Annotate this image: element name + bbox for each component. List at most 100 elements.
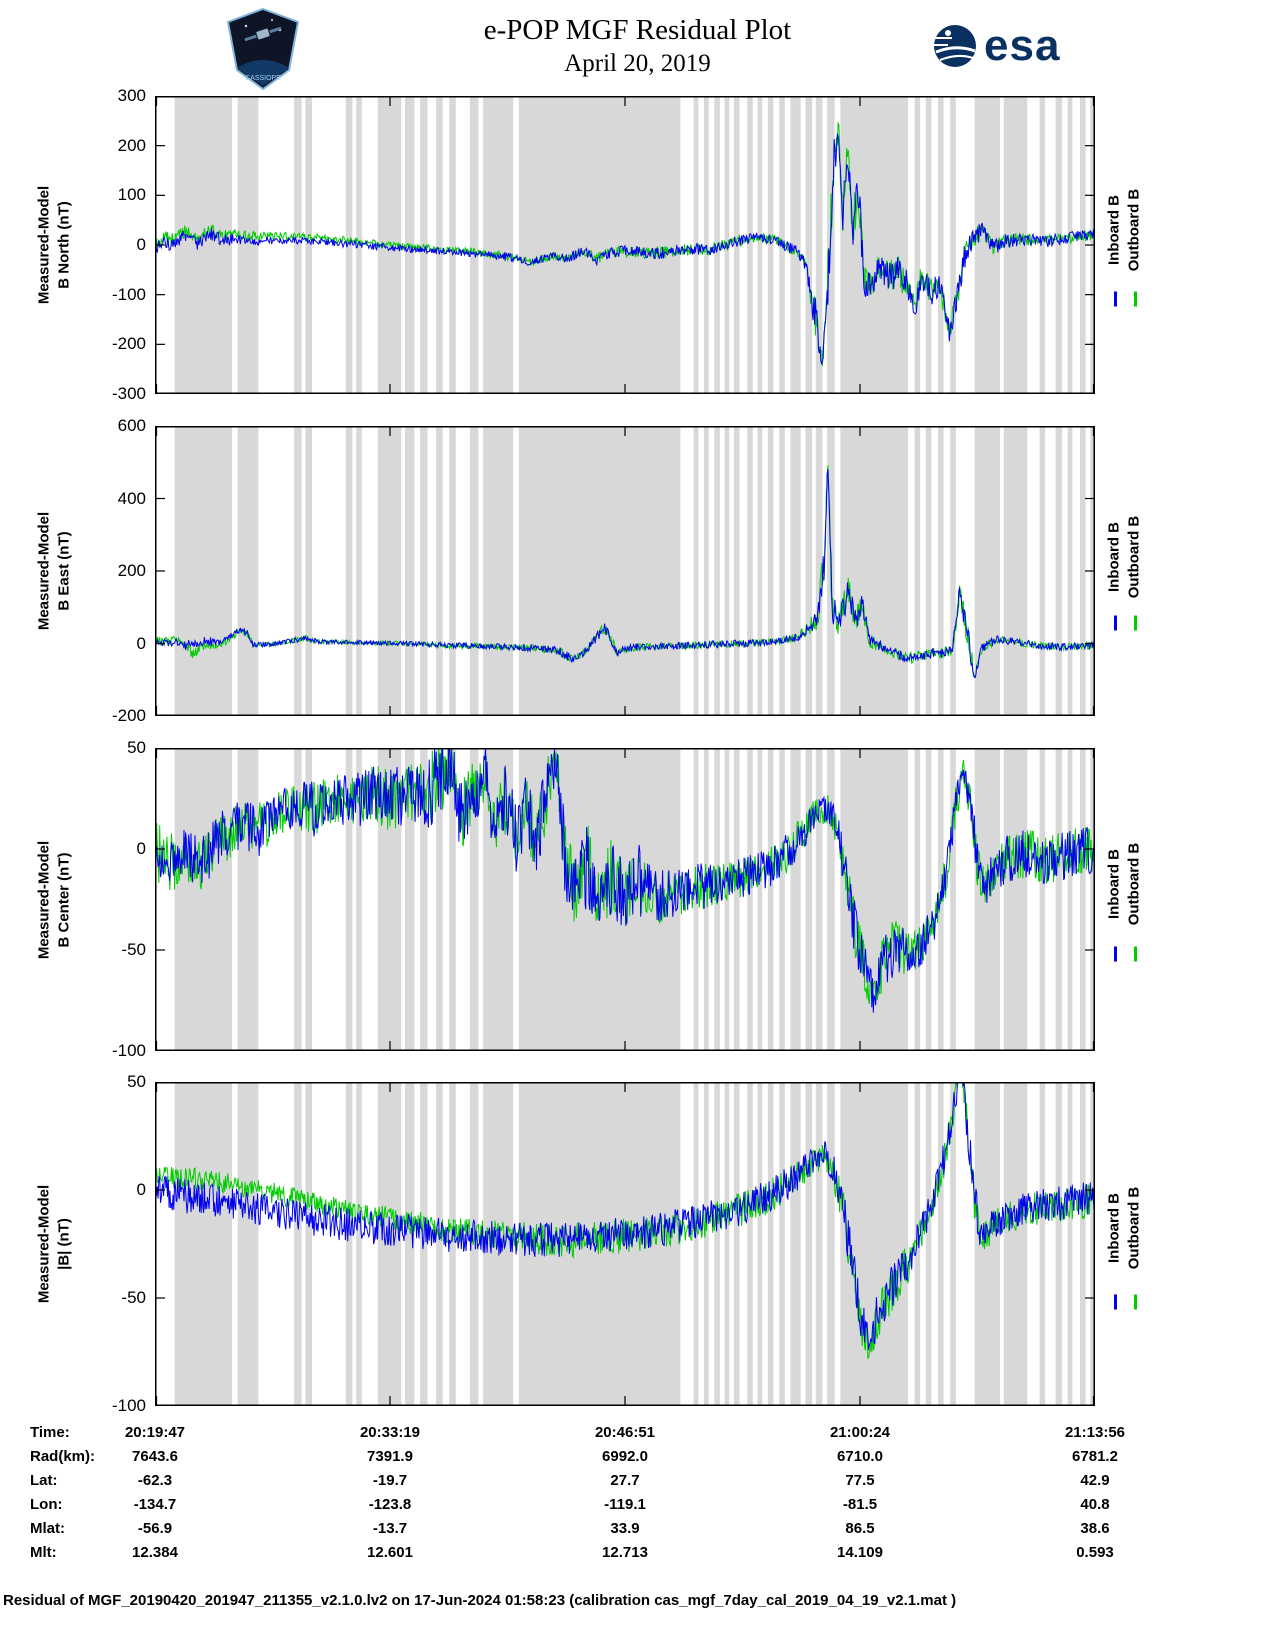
- y-tick-label: -300: [111, 384, 146, 403]
- legend-inboard-label: Inboard B: [1105, 1192, 1123, 1263]
- patch-earth: [237, 60, 289, 86]
- shaded-band: [914, 426, 921, 716]
- shaded-bands: [174, 426, 1095, 716]
- shaded-band: [767, 96, 774, 394]
- legend-outboard-marker: [1134, 615, 1137, 631]
- table-cell: -123.8: [368, 1496, 412, 1513]
- shaded-band: [704, 426, 709, 716]
- shaded-band: [305, 426, 312, 716]
- shaded-band: [815, 748, 823, 1051]
- y-tick-label: 50: [127, 738, 146, 757]
- legend-outboard-label: Outboard B: [1125, 188, 1143, 272]
- shaded-band: [767, 426, 774, 716]
- ephemeris-table: Time: 20:19:47 20:33:19 20:46:51 21:00:24 21:…: [0, 1424, 1275, 1574]
- shaded-band: [925, 426, 932, 716]
- shaded-band: [925, 748, 932, 1051]
- plot-border: [155, 748, 1095, 1051]
- page-title: e-POP MGF Residual Plot: [483, 14, 792, 46]
- table-cell: 21:13:56: [1064, 1424, 1126, 1441]
- shaded-band: [950, 748, 956, 1051]
- y-tick-label: -100: [111, 1396, 146, 1415]
- shaded-band: [925, 1082, 932, 1406]
- shaded-band: [790, 748, 801, 1051]
- shaded-band: [449, 1082, 456, 1406]
- shaded-band: [757, 748, 763, 1051]
- shaded-band: [1003, 1082, 1028, 1406]
- chart-panel-bcenter: Measured-Model B Center (nT) 50 0 -50 -100 …: [0, 738, 1275, 1060]
- shaded-band: [747, 748, 753, 1051]
- legend-inboard-marker: [1114, 946, 1117, 962]
- shaded-band: [827, 748, 835, 1051]
- table-row-label: Lon:: [30, 1496, 63, 1513]
- y-tick-label: -100: [111, 284, 146, 304]
- legend-inboard-marker: [1114, 615, 1117, 631]
- shaded-band: [345, 1082, 353, 1406]
- shaded-band: [356, 748, 362, 1051]
- esa-emblem-icon: [928, 25, 976, 67]
- shaded-band: [757, 96, 763, 394]
- shaded-band: [757, 426, 763, 716]
- legend-outboard-marker: [1134, 946, 1137, 962]
- shaded-band: [1003, 748, 1028, 1051]
- shaded-band: [1039, 1082, 1046, 1406]
- shaded-band: [436, 96, 443, 394]
- shaded-band: [1090, 748, 1095, 1051]
- y-tick-label: 200: [117, 561, 146, 580]
- shaded-band: [1055, 748, 1063, 1051]
- shaded-band: [805, 96, 813, 394]
- shaded-band: [483, 96, 514, 394]
- shaded-band: [436, 1082, 443, 1406]
- shaded-band: [237, 1082, 259, 1406]
- y-tick-label: 100: [117, 185, 146, 205]
- shaded-band: [345, 426, 353, 716]
- shaded-band: [377, 1082, 402, 1406]
- chart-panel-beast: Measured-Model B East (nT) 600 400 200 0 -20…: [0, 416, 1275, 725]
- y-tick-label: -200: [111, 706, 146, 725]
- table-cell: 42.9: [1080, 1472, 1110, 1489]
- legend-inboard-label: Inboard B: [1105, 521, 1123, 592]
- table-cell: 12.713: [602, 1544, 648, 1561]
- shaded-band: [815, 426, 823, 716]
- legend-inboard-marker: [1114, 1294, 1117, 1310]
- y-tick-label: 0: [136, 633, 146, 653]
- table-row: Lat: -62.3 -19.7 27.7 77.5 42.9: [0, 1472, 1275, 1496]
- shaded-band: [693, 1082, 699, 1406]
- shaded-band: [377, 426, 402, 716]
- series-group: [156, 749, 1094, 1013]
- shaded-band: [405, 426, 415, 716]
- shaded-band: [747, 1082, 753, 1406]
- table-cell: 20:33:19: [359, 1424, 421, 1441]
- shaded-band: [305, 1082, 312, 1406]
- shaded-band: [693, 748, 699, 1051]
- shaded-band: [767, 748, 774, 1051]
- chart-panel-bnorth: Measured-Model B North (nT) 300 200 100 0 -1…: [0, 86, 1275, 403]
- y-tick-label: 0: [136, 235, 146, 254]
- shaded-band: [704, 748, 709, 1051]
- table-cell: 77.5: [845, 1472, 875, 1489]
- shaded-band: [974, 426, 1001, 716]
- table-cell: 27.7: [610, 1472, 640, 1489]
- shaded-band: [294, 1082, 302, 1406]
- table-cell: 0.593: [1076, 1544, 1114, 1561]
- shaded-band: [1039, 96, 1046, 394]
- shaded-band: [345, 748, 353, 1051]
- table-cell: -56.9: [137, 1520, 173, 1537]
- shaded-band: [174, 96, 232, 394]
- legend-outboard-marker: [1134, 291, 1137, 307]
- shaded-band: [1090, 1082, 1095, 1406]
- shaded-band: [790, 96, 801, 394]
- table-cell: 12.601: [367, 1544, 413, 1561]
- shaded-band: [305, 748, 312, 1051]
- y-tick-labels: 600 400 200 0 -200: [0, 416, 147, 725]
- y-tick-labels: 300 200 100 0 -100 -200 -300: [0, 86, 147, 403]
- shaded-band: [805, 426, 813, 716]
- plot-border: [155, 426, 1095, 716]
- shaded-band: [405, 1082, 415, 1406]
- shaded-band: [790, 1082, 801, 1406]
- shaded-band: [747, 426, 753, 716]
- shaded-band: [436, 426, 443, 716]
- table-cell: 20:46:51: [594, 1424, 656, 1441]
- table-cell: 6992.0: [602, 1448, 648, 1465]
- y-tick-label: -50: [121, 940, 146, 959]
